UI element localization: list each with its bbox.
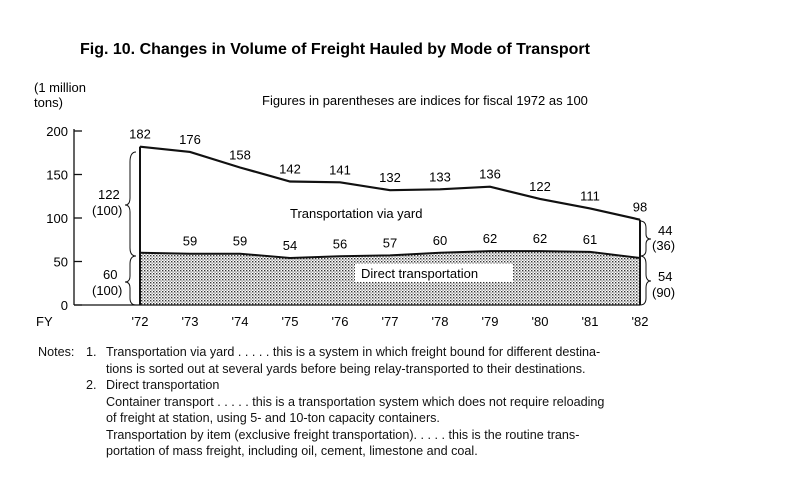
direct-value-label: 56 — [333, 236, 347, 251]
bracket-left-direct — [124, 255, 137, 306]
y-tick-label: 100 — [46, 211, 68, 226]
total-volume-line — [139, 145, 641, 221]
x-tick-label: '72 — [132, 314, 149, 329]
total-value-label: 111 — [580, 188, 600, 203]
x-tick-label: '79 — [482, 314, 499, 329]
series-label-direct: Direct transportation — [361, 266, 478, 281]
x-tick-label: '78 — [432, 314, 449, 329]
x-tick-label: '75 — [282, 314, 299, 329]
notes-heading: Notes: — [38, 345, 75, 359]
x-tick-label: '76 — [332, 314, 349, 329]
direct-value-label: 60 — [433, 233, 447, 248]
y-axis-label-line2: tons) — [34, 95, 63, 110]
y-tick-label: 200 — [46, 124, 68, 139]
total-value-label: 133 — [429, 169, 451, 184]
bracket-left-yard-index: (100) — [92, 203, 122, 218]
total-value-label: 136 — [479, 167, 501, 182]
bracket-right-yard — [639, 220, 652, 257]
x-tick-label: '74 — [232, 314, 249, 329]
total-value-label: 122 — [529, 179, 551, 194]
chart-title: Fig. 10. Changes in Volume of Freight Ha… — [80, 41, 591, 58]
direct-value-label: 62 — [533, 231, 547, 246]
x-tick-label: '80 — [532, 314, 549, 329]
chart-subtitle: Figures in parentheses are indices for f… — [262, 93, 588, 108]
bracket-right-yard-index: (36) — [652, 238, 675, 253]
note-2a-line-1: Container transport . . . . . this is a … — [106, 394, 605, 409]
direct-value-label: 54 — [283, 238, 297, 253]
direct-value-label: 59 — [183, 234, 197, 249]
bracket-right-yard-value: 44 — [658, 223, 672, 238]
x-tick-label: '77 — [382, 314, 399, 329]
note-1-number: 1. — [86, 345, 97, 359]
bracket-left-direct-value: 60 — [103, 267, 117, 282]
y-axis-label-line1: (1 million — [34, 80, 86, 95]
direct-value-label: 61 — [583, 232, 597, 247]
freight-chart: Fig. 10. Changes in Volume of Freight Ha… — [34, 41, 675, 329]
total-value-label: 141 — [329, 162, 351, 177]
x-tick-label: '81 — [582, 314, 599, 329]
y-tick-label: 0 — [61, 298, 68, 313]
total-value-label: 176 — [179, 132, 201, 147]
x-tick-label: '82 — [632, 314, 649, 329]
total-value-label: 98 — [633, 200, 647, 215]
total-value-label: 182 — [129, 127, 151, 142]
series-label-direct-box — [355, 264, 513, 282]
bracket-left-yard — [124, 151, 137, 257]
note-1-line-2: tions is sorted out at several yards bef… — [106, 361, 586, 376]
bracket-right-direct-index: (90) — [652, 285, 675, 300]
note-1-line-1: Transportation via yard . . . . . this i… — [106, 345, 601, 359]
total-value-label: 132 — [379, 170, 401, 185]
notes-section: Notes: 1. Transportation via yard . . . … — [38, 344, 798, 460]
y-tick-label: 50 — [54, 255, 68, 270]
series-label-yard: Transportation via yard — [290, 206, 422, 221]
direct-transport-line — [139, 250, 641, 260]
note-2b-line-1: Transportation by item (exclusive freigh… — [106, 427, 580, 442]
y-tick-label: 150 — [46, 168, 68, 183]
total-value-label: 142 — [279, 161, 301, 176]
bracket-right-direct-value: 54 — [658, 269, 672, 284]
direct-value-label: 59 — [233, 234, 247, 249]
note-2-title: Direct transportation — [106, 378, 220, 392]
x-tick-label: '73 — [182, 314, 199, 329]
bracket-right-direct — [639, 255, 652, 306]
bracket-left-yard-value: 122 — [98, 187, 120, 202]
direct-value-label: 62 — [483, 231, 497, 246]
note-2a-line-2: of freight at station, using 5- and 10-t… — [106, 411, 440, 425]
total-value-label: 158 — [229, 148, 251, 163]
direct-value-label: 57 — [383, 235, 397, 250]
x-axis-prefix: FY — [36, 314, 53, 329]
note-2-number: 2. — [86, 378, 97, 392]
note-2b-line-2: portation of mass freight, including oil… — [106, 444, 478, 458]
bracket-left-direct-index: (100) — [92, 283, 122, 298]
